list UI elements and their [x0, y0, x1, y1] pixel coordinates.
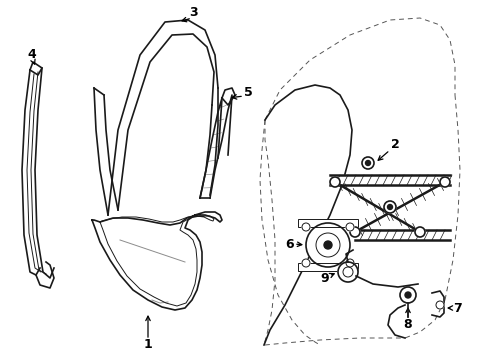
Circle shape: [361, 157, 373, 169]
FancyBboxPatch shape: [297, 263, 357, 271]
Circle shape: [302, 259, 309, 267]
Circle shape: [404, 292, 410, 298]
Text: 8: 8: [403, 319, 411, 332]
Circle shape: [386, 204, 392, 210]
Text: 3: 3: [188, 5, 197, 18]
Circle shape: [365, 161, 370, 166]
Text: 2: 2: [390, 139, 399, 152]
Text: 6: 6: [285, 238, 294, 251]
Circle shape: [329, 177, 339, 187]
Circle shape: [439, 177, 449, 187]
Text: 5: 5: [243, 86, 252, 99]
Text: 4: 4: [27, 49, 36, 62]
Circle shape: [346, 223, 353, 231]
Circle shape: [346, 259, 353, 267]
Text: 1: 1: [143, 338, 152, 351]
Text: 7: 7: [453, 301, 462, 315]
Circle shape: [324, 241, 331, 249]
Circle shape: [337, 262, 357, 282]
Circle shape: [305, 223, 349, 267]
Circle shape: [435, 301, 443, 309]
FancyBboxPatch shape: [297, 219, 357, 227]
Circle shape: [383, 201, 395, 213]
Circle shape: [399, 287, 415, 303]
Text: 9: 9: [320, 271, 328, 284]
Circle shape: [414, 227, 424, 237]
Circle shape: [302, 223, 309, 231]
Circle shape: [349, 227, 359, 237]
